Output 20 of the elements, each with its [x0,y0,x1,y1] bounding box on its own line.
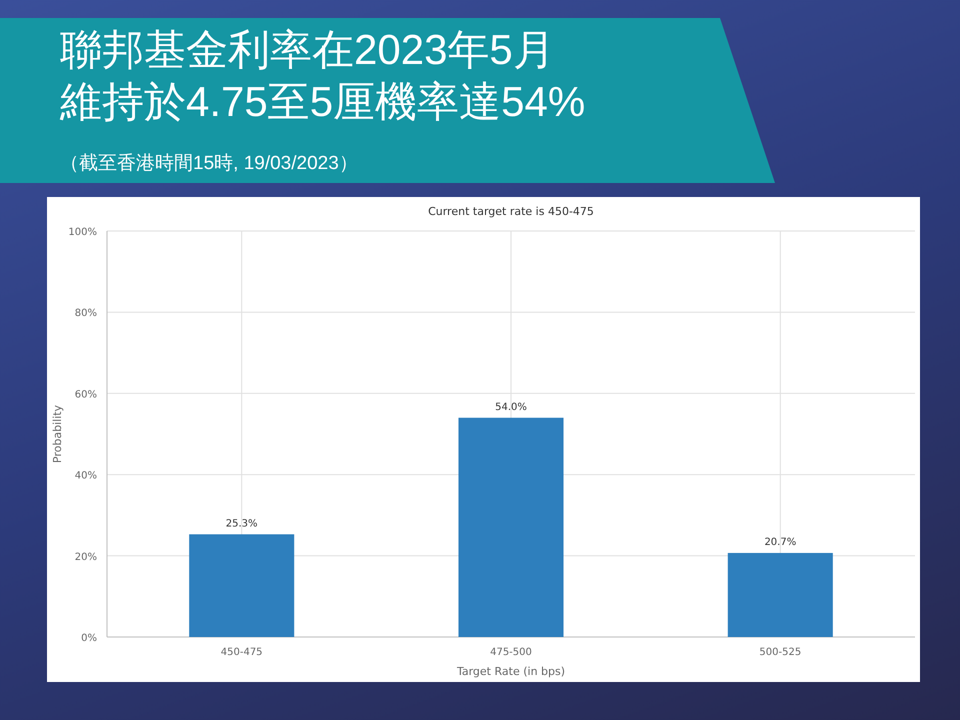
data-label: 20.7% [764,536,796,548]
data-label: 54.0% [495,402,527,413]
text: （截至香港時間15時, 19/03/2023） [60,152,358,176]
x-tick-label: 450-475 [220,647,263,658]
x-tick-label: 500-525 [759,647,802,658]
y-tick-label: 20% [74,552,97,563]
chart-title: 聯邦基金利率在2023年5月維持於4.75至5厘機率達54% [60,25,586,127]
chart-subtitle: Current target rate is 450-475 [428,205,594,218]
y-tick-label: 80% [74,308,97,320]
x-tick-label: 475-500 [490,647,532,658]
y-axis-title: Probability [51,404,64,464]
y-tick-label: 100% [68,227,97,238]
data-label: 25.3% [226,518,258,530]
bar [728,552,833,637]
y-tick-label: 40% [74,470,97,482]
x-axis-title: Target Rate (in bps) [456,665,566,678]
bar [458,418,564,637]
y-tick-label: 60% [74,389,97,400]
bar [189,534,294,637]
y-tick-label: 0% [81,633,97,644]
